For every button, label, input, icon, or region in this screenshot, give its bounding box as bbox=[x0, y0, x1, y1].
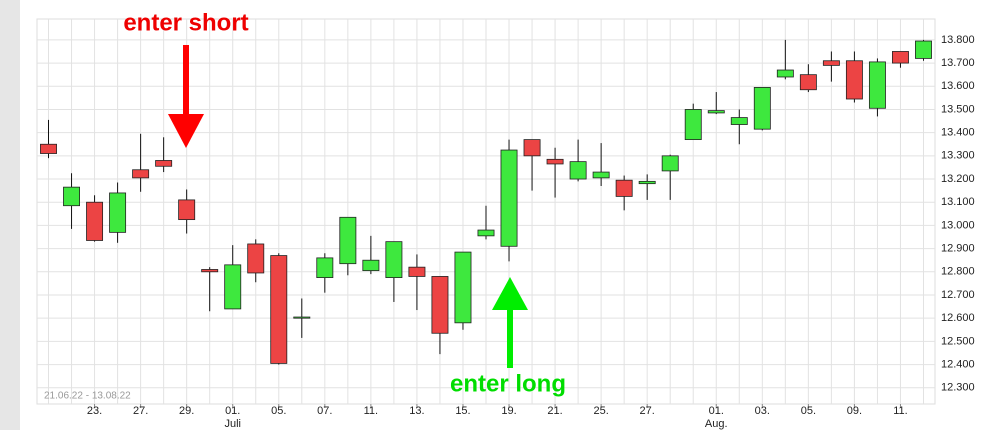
y-tick-label: 12.500 bbox=[941, 335, 975, 347]
candle-body bbox=[661, 155, 679, 172]
candle-body bbox=[293, 316, 311, 319]
date-range: 21.06.22 - 13.08.22 bbox=[44, 391, 131, 402]
candle-body bbox=[822, 60, 840, 66]
short-arrow-head bbox=[168, 114, 204, 148]
x-tick-label: 19. bbox=[501, 405, 516, 417]
candle-body bbox=[270, 255, 288, 364]
x-tick-label: 09. bbox=[847, 405, 862, 417]
y-tick-label: 13.800 bbox=[941, 34, 975, 46]
y-tick-label: 13.300 bbox=[941, 150, 975, 162]
side-strip bbox=[0, 0, 20, 430]
annotation-short: enter short bbox=[123, 9, 248, 36]
candle-body bbox=[431, 276, 449, 334]
candle-body bbox=[132, 169, 150, 179]
candle-body bbox=[799, 74, 817, 91]
candle-body bbox=[178, 199, 196, 221]
y-tick-label: 12.700 bbox=[941, 289, 975, 301]
candle-body bbox=[753, 87, 771, 130]
x-tick-label: 13. bbox=[409, 405, 424, 417]
long-arrow-head bbox=[492, 277, 528, 310]
candle-body bbox=[546, 158, 564, 165]
candle-body bbox=[615, 179, 633, 197]
x-tick-label: 05. bbox=[271, 405, 286, 417]
y-tick-label: 13.100 bbox=[941, 196, 975, 208]
candle-body bbox=[776, 69, 794, 78]
candle-body bbox=[915, 40, 932, 59]
candle-body bbox=[707, 110, 725, 114]
candle-body bbox=[40, 143, 57, 154]
candles bbox=[40, 39, 932, 365]
candle-body bbox=[454, 251, 472, 324]
candle-body bbox=[523, 139, 541, 157]
x-tick-label: 25. bbox=[593, 405, 608, 417]
y-tick-label: 13.400 bbox=[941, 127, 975, 139]
labels: 12.300 12.400 12.500 12.600 12.700 12.800 12.9… bbox=[87, 34, 975, 430]
x-tick-label: 01. bbox=[709, 405, 724, 417]
candle-body bbox=[638, 180, 656, 185]
candle-body bbox=[224, 264, 242, 310]
y-tick-label: 12.400 bbox=[941, 358, 975, 370]
candle-body bbox=[362, 259, 380, 272]
candle-body bbox=[385, 241, 403, 278]
candle-body bbox=[201, 269, 219, 273]
y-tick-label: 13.500 bbox=[941, 103, 975, 115]
x-tick-label: 23. bbox=[87, 405, 102, 417]
month-label: Juli bbox=[224, 418, 241, 430]
y-tick-label: 13.200 bbox=[941, 173, 975, 185]
candle-body bbox=[730, 117, 748, 125]
candle-body bbox=[892, 51, 909, 64]
x-tick-label: 29. bbox=[179, 405, 194, 417]
x-tick-label: 01. bbox=[225, 405, 240, 417]
candle-body bbox=[592, 171, 610, 179]
x-tick-label: 15. bbox=[455, 405, 470, 417]
candle-body bbox=[477, 229, 495, 237]
candle-body bbox=[247, 243, 265, 274]
x-tick-label: 21. bbox=[547, 405, 562, 417]
candle-body bbox=[684, 109, 702, 141]
x-tick-label: 07. bbox=[317, 405, 332, 417]
candle-body bbox=[845, 60, 863, 100]
month-label: Aug. bbox=[705, 418, 728, 430]
x-tick-label: 03. bbox=[755, 405, 770, 417]
x-tick-label: 27. bbox=[640, 405, 655, 417]
x-tick-label: 05. bbox=[801, 405, 816, 417]
candle-body bbox=[569, 161, 587, 180]
x-tick-label: 27. bbox=[133, 405, 148, 417]
y-tick-label: 13.700 bbox=[941, 57, 975, 69]
candle-body bbox=[408, 266, 426, 277]
y-tick-label: 12.300 bbox=[941, 382, 975, 394]
y-tick-label: 13.600 bbox=[941, 80, 975, 92]
candle-body bbox=[86, 201, 104, 241]
y-tick-label: 13.000 bbox=[941, 219, 975, 231]
y-tick-label: 12.600 bbox=[941, 312, 975, 324]
candle-body bbox=[63, 186, 80, 207]
y-tick-label: 12.900 bbox=[941, 243, 975, 255]
x-tick-label: 11. bbox=[364, 405, 378, 417]
candle-body bbox=[339, 216, 357, 265]
y-tick-label: 12.800 bbox=[941, 266, 975, 278]
annotation-long: enter long bbox=[450, 370, 566, 397]
candle-body bbox=[316, 257, 334, 278]
candle-body bbox=[155, 160, 173, 167]
candle-body bbox=[868, 61, 886, 109]
candle-body bbox=[109, 192, 127, 233]
x-tick-label: 11. bbox=[893, 405, 907, 417]
candle-body bbox=[500, 149, 518, 247]
